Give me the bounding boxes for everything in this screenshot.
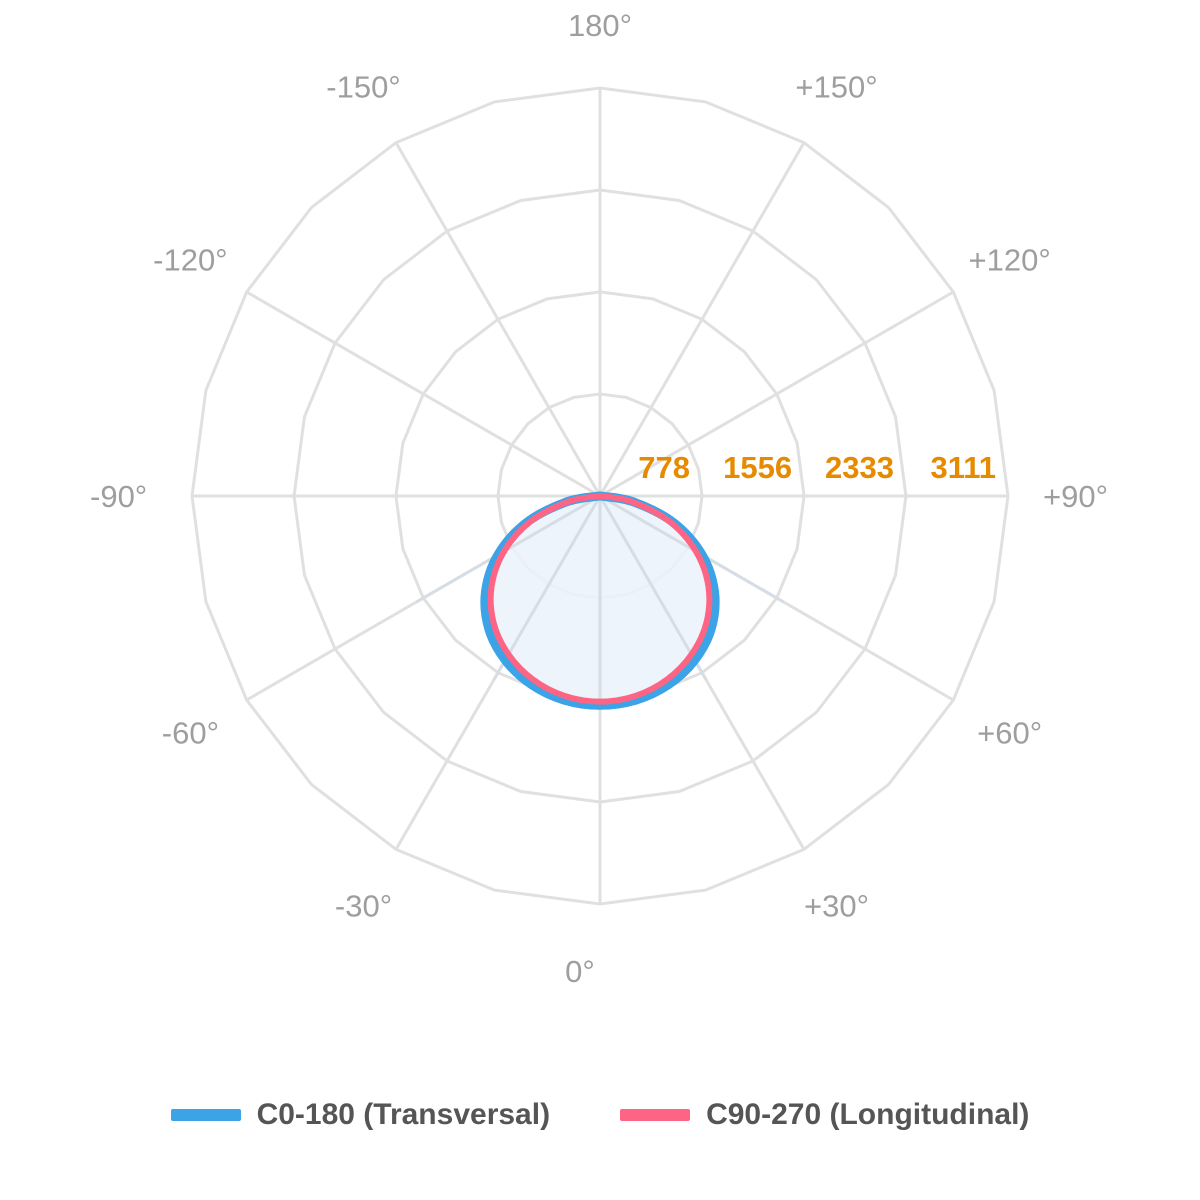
radial-tick-label: 3111 [930,450,996,485]
legend-item-longitudinal[interactable]: C90-270 (Longitudinal) [620,1098,1029,1132]
angle-label: -150° [326,69,400,104]
grid-spoke-overlay [598,495,708,681]
angle-label: 180° [568,8,632,43]
legend-swatch-transversal [170,1109,241,1121]
grid-spoke [599,290,955,498]
angle-label: -60° [162,716,219,751]
angle-label: +90° [1043,479,1108,514]
angle-label: -30° [335,889,392,924]
angle-label: +150° [795,69,877,104]
grid-spoke [245,290,601,498]
series-layer [415,491,785,710]
legend-label-transversal: C0-180 (Transversal) [256,1098,551,1131]
grid-spoke [598,141,806,497]
legend: C0-180 (Transversal) C90-270 (Longitudin… [0,1098,1200,1132]
series-line-longitudinal [487,493,713,705]
label-layer: 0° +30° +60° +90° +120° +150° 180° -150° -120° -9… [90,8,1108,989]
legend-swatch-longitudinal [620,1109,691,1121]
radial-tick-label: 2333 [825,450,894,485]
angle-label: -90° [90,479,147,514]
angle-label: +60° [977,716,1042,751]
angle-label: -120° [153,243,227,278]
legend-label-longitudinal: C90-270 (Longitudinal) [706,1098,1030,1131]
angle-label: +30° [804,889,869,924]
legend-item-transversal[interactable]: C0-180 (Transversal) [170,1098,551,1132]
radial-tick-label: 778 [638,450,690,485]
angle-label: +120° [969,243,1051,278]
grid-spoke [394,141,602,497]
radial-tick-label: 1556 [723,450,792,485]
polar-intensity-chart: 0° +30° +60° +90° +120° +150° 180° -150° -120° -9… [90,8,1108,989]
angle-label: 0° [565,954,595,989]
series-line-transversal [480,491,720,710]
grid-spoke-overlay [492,495,602,681]
